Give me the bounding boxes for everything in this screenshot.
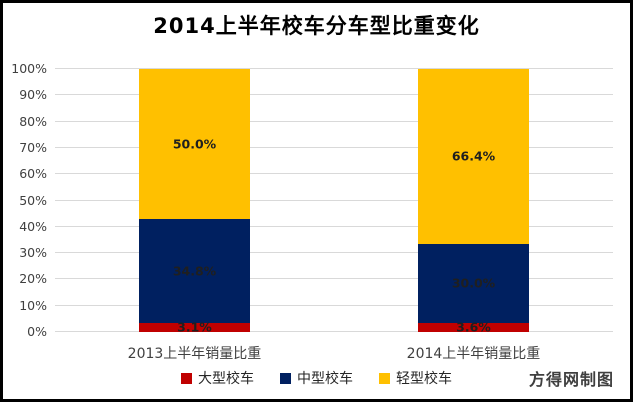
legend-swatch-icon bbox=[181, 372, 192, 384]
gridline bbox=[55, 278, 613, 280]
bar-segment-大型校车 bbox=[418, 322, 529, 332]
y-tick-label: 60% bbox=[19, 166, 47, 182]
bar-segment-大型校车 bbox=[139, 322, 250, 332]
gridline bbox=[55, 173, 613, 175]
y-tick-label: 40% bbox=[19, 218, 47, 234]
bar-segment-中型校车 bbox=[418, 243, 529, 323]
gridline bbox=[55, 304, 613, 306]
legend-label: 大型校车 bbox=[198, 371, 254, 387]
y-tick-label: 30% bbox=[19, 245, 47, 261]
legend-label: 轻型校车 bbox=[396, 371, 452, 387]
legend-item-轻型校车: 轻型校车 bbox=[379, 368, 452, 388]
credit-watermark: 方得网制图 bbox=[528, 370, 614, 389]
gridline bbox=[55, 331, 613, 332]
legend-item-大型校车: 大型校车 bbox=[181, 368, 254, 388]
y-tick-label: 0% bbox=[27, 324, 47, 339]
gridline bbox=[55, 146, 613, 148]
category-label: 2013上半年销量比重 bbox=[127, 346, 262, 362]
gridline bbox=[55, 252, 613, 254]
gridline bbox=[55, 199, 613, 201]
y-tick-label: 50% bbox=[19, 192, 47, 208]
bar-segment-轻型校车 bbox=[139, 69, 250, 219]
y-tick-label: 90% bbox=[19, 87, 47, 103]
gridline bbox=[55, 225, 613, 227]
gridline bbox=[55, 120, 613, 122]
bar-segment-轻型校车 bbox=[418, 69, 529, 244]
legend-label: 中型校车 bbox=[297, 371, 353, 387]
category-label: 2014上半年销量比重 bbox=[406, 346, 541, 362]
stacked-bar: 3.6% 30.0% 66.4% bbox=[418, 69, 529, 335]
y-tick-label: 80% bbox=[19, 113, 47, 129]
legend: 大型校车 中型校车 轻型校车 bbox=[3, 368, 630, 388]
y-tick-label: 20% bbox=[19, 271, 47, 287]
gridline bbox=[55, 94, 613, 96]
y-tick-label: 70% bbox=[19, 139, 47, 155]
plot-area: 3.1% 34.8% 50.0% 3.6% 30.0% 66.4% bbox=[55, 68, 613, 335]
legend-swatch-icon bbox=[379, 372, 390, 384]
gridline bbox=[55, 68, 613, 69]
bar-segment-中型校车 bbox=[139, 218, 250, 323]
y-tick-label: 10% bbox=[19, 297, 47, 313]
y-tick-label: 100% bbox=[11, 61, 47, 76]
stacked-bar: 3.1% 34.8% 50.0% bbox=[139, 69, 250, 335]
legend-swatch-icon bbox=[280, 372, 291, 384]
legend-item-中型校车: 中型校车 bbox=[280, 368, 353, 388]
chart-title: 2014上半年校车分车型比重变化 bbox=[153, 14, 480, 38]
